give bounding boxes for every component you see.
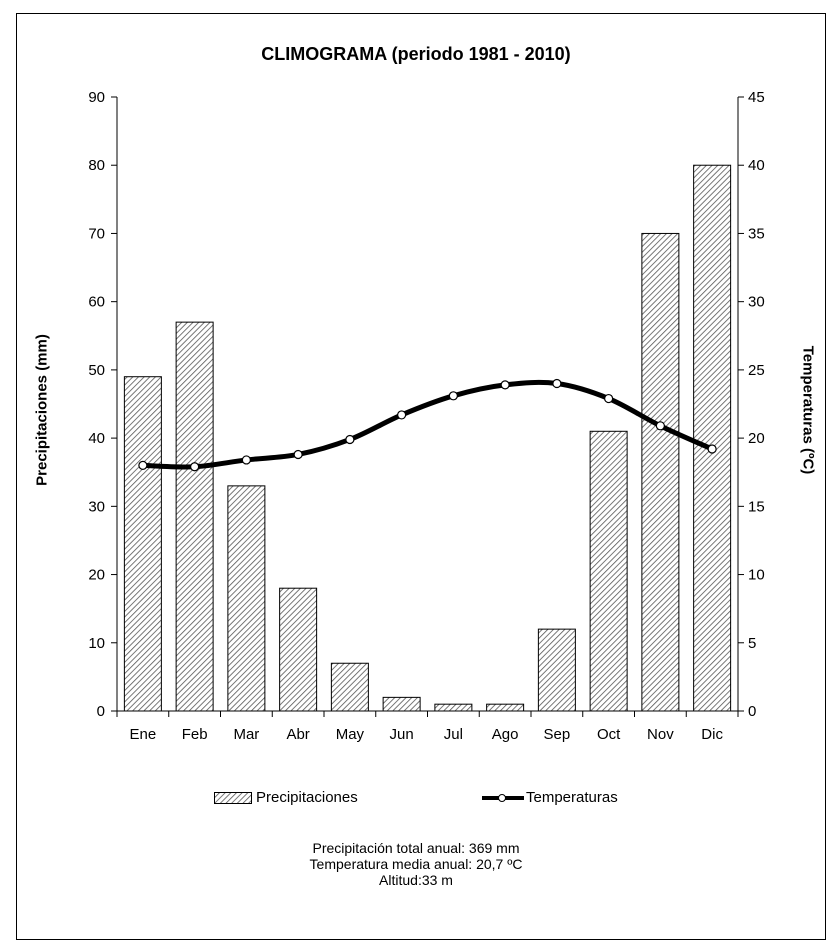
- legend-item-temperaturas: Temperaturas: [482, 789, 618, 806]
- bar-nov: [641, 232, 680, 712]
- bar-jul: [434, 703, 473, 712]
- y-left-tick-label: 40: [88, 430, 105, 447]
- x-tick-label: Abr: [286, 726, 309, 743]
- x-tick-label: Jul: [444, 726, 463, 743]
- x-tick-label: Sep: [544, 726, 571, 743]
- y-left-tick-label: 30: [88, 498, 105, 515]
- bar-mar: [227, 485, 266, 712]
- y-left-tick-label: 50: [88, 362, 105, 379]
- point-temperatura-mar: [241, 455, 251, 465]
- y-right-tick-label: 35: [748, 225, 765, 242]
- chart-legend: Precipitaciones Temperaturas: [0, 785, 832, 815]
- legend-label-precipitaciones: Precipitaciones: [256, 789, 358, 806]
- x-tick-label: Feb: [182, 726, 208, 743]
- y-left-tick-label: 20: [88, 567, 105, 584]
- point-temperatura-ene: [138, 460, 148, 470]
- y-right-tick-label: 5: [748, 635, 756, 652]
- bar-ene: [123, 376, 162, 712]
- y-right-tick-label: 30: [748, 294, 765, 311]
- y-left-tick-label: 70: [88, 225, 105, 242]
- y-right-tick-label: 10: [748, 567, 765, 584]
- point-temperatura-may: [345, 434, 355, 445]
- y-right-tick-label: 15: [748, 498, 765, 515]
- y-right-tick-label: 25: [748, 362, 765, 379]
- legend-item-precipitaciones: Precipitaciones: [214, 789, 358, 806]
- bar-sep: [537, 628, 576, 712]
- x-tick-label: Nov: [647, 726, 674, 743]
- y-right-tick-label: 0: [748, 703, 756, 720]
- bar-may: [330, 662, 369, 712]
- y-left-tick-label: 60: [88, 294, 105, 311]
- x-tick-label: May: [336, 726, 365, 743]
- x-tick-label: Jun: [390, 726, 414, 743]
- point-temperatura-oct: [604, 393, 614, 404]
- x-tick-label: Ago: [492, 726, 519, 743]
- y-right-tick-label: 20: [748, 430, 765, 447]
- legend-bar-swatch: [214, 791, 252, 804]
- y-right-tick-label: 45: [748, 89, 765, 106]
- footnotes: Precipitación total anual: 369 mm Temper…: [0, 840, 832, 888]
- y-right-tick-label: 40: [748, 157, 765, 174]
- point-temperatura-jun: [397, 410, 407, 420]
- x-tick-label: Ene: [130, 726, 157, 743]
- bar-dic: [693, 164, 732, 712]
- legend-line-swatch: [482, 791, 524, 805]
- chart-title: CLIMOGRAMA (periodo 1981 - 2010): [261, 44, 571, 64]
- point-temperatura-nov: [655, 421, 665, 431]
- x-tick-label: Oct: [597, 726, 621, 743]
- point-temperatura-ago: [500, 380, 510, 390]
- x-tick-label: Dic: [701, 726, 723, 743]
- x-tick-label: Mar: [233, 726, 259, 743]
- chart-border: [16, 13, 826, 940]
- footnote-temperatura-media: Temperatura media anual: 20,7 ºC: [309, 856, 523, 872]
- point-temperatura-sep: [552, 378, 562, 389]
- footnote-altitud: Altitud:33 m: [379, 872, 453, 888]
- point-temperatura-dic: [707, 444, 717, 454]
- legend-label-temperaturas: Temperaturas: [526, 789, 618, 806]
- bar-abr: [279, 587, 318, 712]
- bar-oct: [589, 430, 628, 712]
- bar-jun: [382, 696, 421, 712]
- y-left-tick-label: 80: [88, 157, 105, 174]
- point-temperatura-jul: [448, 391, 458, 401]
- y-left-tick-label: 10: [88, 635, 105, 652]
- y-left-tick-label: 90: [88, 89, 105, 106]
- bar-ago: [486, 703, 525, 712]
- bar-feb: [175, 321, 214, 712]
- point-temperatura-feb: [190, 462, 200, 472]
- y-left-tick-label: 0: [97, 703, 105, 720]
- footnote-precipitacion-total: Precipitación total anual: 369 mm: [312, 840, 520, 856]
- point-temperatura-abr: [293, 449, 303, 460]
